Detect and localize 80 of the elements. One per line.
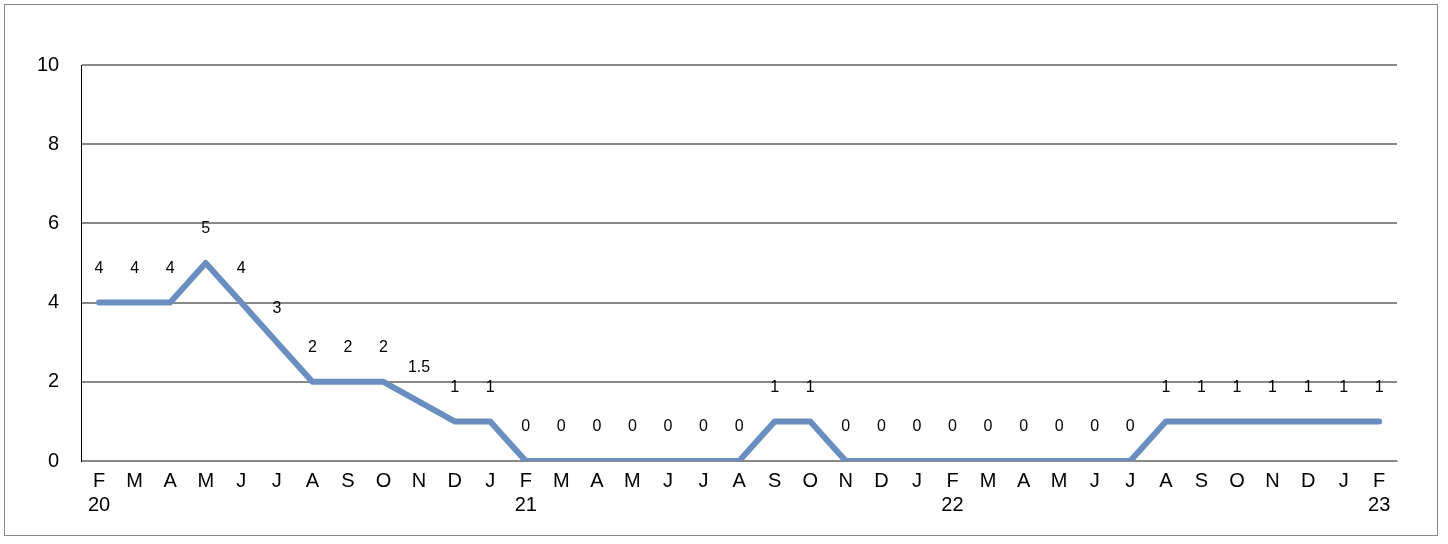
data-label: 0 [1125,417,1135,435]
x-tick-label: M [624,468,641,491]
x-tick-label: S [1194,468,1209,491]
data-label: 0 [948,417,958,435]
data-label: 0 [663,417,673,435]
x-tick-label: J [271,468,282,491]
x-tick-label: J [911,468,922,491]
data-label: 4 [236,259,246,277]
data-label: 4 [165,259,175,277]
x-tick-label: J [485,468,496,491]
data-label: 0 [1090,417,1100,435]
data-label: 3 [272,298,282,316]
x-tick-label: J [1089,468,1100,491]
data-label: 0 [734,417,744,435]
data-label: 1 [1196,377,1206,395]
y-tick-label: 0 [48,448,60,471]
x-tick-label: S [341,468,355,491]
x-tick-label: M [979,468,997,491]
data-label: 0 [841,417,851,435]
x-tick-label: O [1229,468,1245,491]
x-tick-label: F 22 [941,468,964,515]
data-label: 0 [521,417,531,435]
data-label: 1 [1303,377,1313,395]
data-label: 1 [1232,377,1242,395]
x-tick-label: A [1159,468,1174,491]
data-label: 1 [1268,377,1278,395]
data-label: 0 [627,417,637,435]
data-label: 0 [592,417,602,435]
data-label: 1 [485,377,495,395]
data-label: 0 [1054,417,1064,435]
x-tick-label: M [1050,468,1068,491]
y-tick-label: 8 [48,131,60,154]
data-label: 2 [307,338,317,356]
x-tick-label: J [1338,468,1349,491]
x-tick-label: D [447,468,462,491]
data-label: 1 [1374,377,1384,395]
data-label: 0 [983,417,993,435]
x-tick-label: J [663,468,673,491]
data-label: 5 [201,219,211,237]
x-tick-label: M [552,468,570,491]
x-tick-label: N [838,468,854,491]
x-tick-label: N [411,468,427,491]
data-label: 4 [130,259,140,277]
data-label: 1.5 [407,358,431,376]
x-tick-label: D [874,468,889,491]
data-label: 1 [770,377,780,395]
x-tick-label: M [126,468,143,491]
x-tick-label: O [375,468,392,491]
data-label: 1 [1161,377,1171,395]
x-tick-label: F 21 [514,468,537,515]
data-label: 0 [912,417,922,435]
data-label: 1 [805,377,815,395]
x-tick-label: J [1125,468,1136,491]
x-tick-label: A [1016,468,1031,491]
x-tick-label: A [732,468,747,491]
x-tick-label: A [305,468,320,491]
y-tick-label: 10 [37,52,60,75]
data-label: 1 [450,377,460,395]
data-label: 4 [94,259,104,277]
data-label: 0 [1019,417,1029,435]
x-tick-label: S [768,468,782,491]
y-tick-label: 4 [48,290,60,313]
data-label: 2 [379,338,389,356]
data-label: 0 [699,417,709,435]
x-tick-label: A [590,468,605,491]
y-tick-label: 2 [48,369,60,392]
data-label: 0 [556,417,566,435]
data-label: 1 [1339,377,1349,395]
data-label: 0 [876,417,886,435]
x-tick-label: J [236,468,247,491]
x-tick-label: J [698,468,709,491]
x-tick-label: A [163,468,178,491]
y-tick-label: 6 [48,210,60,233]
x-tick-label: F 23 [1368,468,1391,515]
x-tick-label: F 20 [87,468,111,515]
data-label: 2 [343,338,353,356]
x-tick-label: M [197,468,215,491]
x-tick-label: N [1265,468,1280,491]
x-tick-label: D [1300,468,1316,491]
x-tick-label: O [802,468,819,491]
